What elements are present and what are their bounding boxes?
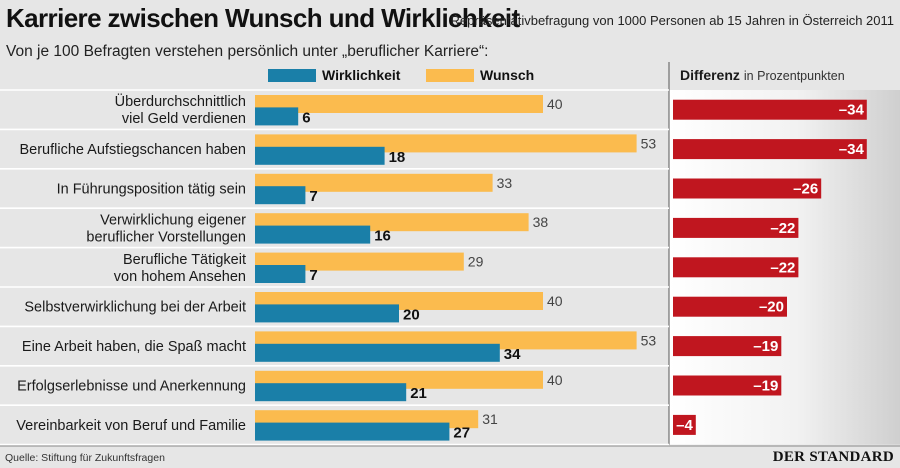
legend-swatch-reality [268, 69, 316, 82]
reality-value-label: 18 [389, 149, 406, 166]
wish-value-label: 53 [641, 332, 657, 348]
difference-bar [673, 178, 822, 199]
difference-value-label: –34 [839, 141, 865, 158]
reality-bar [255, 186, 306, 205]
wish-value-label: 31 [482, 411, 498, 427]
category-label-line: Erfolgserlebnisse und Anerkennung [17, 379, 246, 395]
category-label-line: Berufliche Tätigkeit [123, 252, 246, 268]
category-label-line: Vereinbarkeit von Beruf und Familie [16, 418, 246, 434]
difference-value-label: –19 [753, 338, 778, 355]
difference-bar [673, 217, 799, 238]
difference-value-label: –4 [676, 417, 693, 434]
survey-question: Von je 100 Befragten verstehen persönlic… [6, 43, 489, 60]
difference-value-label: –19 [753, 378, 778, 395]
wish-value-label: 53 [641, 135, 657, 151]
difference-bar [673, 257, 799, 278]
reality-value-label: 16 [374, 228, 391, 245]
category-label-line: viel Geld verdienen [122, 111, 246, 127]
category-label-line: beruflicher Vorstellungen [86, 229, 246, 245]
category-label: Eine Arbeit haben, die Spaß macht [22, 339, 246, 355]
wish-value-label: 40 [547, 96, 563, 112]
wish-value-label: 33 [497, 175, 513, 191]
category-label-line: Eine Arbeit haben, die Spaß macht [22, 339, 246, 355]
difference-bar [673, 139, 867, 160]
difference-value-label: –22 [770, 259, 795, 276]
category-label-line: von hohem Ansehen [114, 269, 246, 285]
reality-bar [255, 146, 385, 165]
reality-bar [255, 422, 450, 441]
category-label: Erfolgserlebnisse und Anerkennung [17, 379, 246, 395]
wish-value-label: 40 [547, 372, 563, 388]
category-label: Selbstverwirklichung bei der Arbeit [24, 300, 246, 316]
category-label: In Führungsposition tätig sein [57, 182, 246, 198]
category-label-line: Verwirklichung eigener [100, 212, 246, 228]
legend-swatch-wish [426, 69, 474, 82]
wish-bar [255, 173, 493, 192]
wish-bar [255, 252, 464, 271]
reality-value-label: 27 [453, 425, 470, 442]
reality-bar [255, 343, 500, 362]
reality-value-label: 7 [309, 267, 317, 284]
category-label-line: Berufliche Aufstiegschancen haben [19, 142, 246, 158]
reality-value-label: 20 [403, 306, 420, 323]
reality-bar [255, 265, 306, 283]
chart-title: Karriere zwischen Wunsch und Wirklichkei… [6, 3, 520, 33]
difference-bar [673, 414, 696, 435]
legend-label-wish: Wunsch [480, 67, 535, 83]
reality-value-label: 21 [410, 385, 427, 402]
reality-value-label: 6 [302, 109, 310, 126]
difference-value-label: –26 [793, 181, 818, 198]
wish-value-label: 38 [533, 214, 549, 230]
wish-value-label: 29 [468, 254, 484, 270]
chart-subtitle: Repräsentativbefragung von 1000 Personen… [450, 13, 895, 28]
reality-bar [255, 383, 407, 402]
difference-value-label: –22 [770, 220, 795, 237]
wish-value-label: 40 [547, 293, 563, 309]
difference-bar [673, 336, 782, 357]
category-label: Berufliche Aufstiegschancen haben [19, 142, 246, 158]
category-label: Vereinbarkeit von Beruf und Familie [16, 418, 246, 434]
legend-label-reality: Wirklichkeit [322, 67, 401, 83]
difference-bar [673, 99, 867, 120]
reality-value-label: 34 [504, 346, 521, 363]
difference-value-label: –34 [839, 102, 865, 119]
category-label: Überdurchschnittlich viel Geld verdienen [115, 92, 246, 127]
reality-bar [255, 107, 299, 126]
difference-header-label: Differenz [680, 67, 740, 83]
publisher-logo: DER STANDARD [772, 449, 894, 465]
category-label: Verwirklichung eigener beruflicher Vorste… [86, 212, 246, 245]
difference-value-label: –20 [759, 299, 784, 316]
source-note: Quelle: Stiftung für Zukunftsfragen [5, 452, 165, 464]
difference-bar [673, 375, 782, 396]
difference-header-unit: in Prozentpunkten [743, 69, 845, 83]
category-label: Berufliche Tätigkeit von hohem Ansehen [114, 252, 246, 285]
difference-header: Differenz in Prozentpunkten [680, 67, 845, 83]
difference-bar [673, 296, 787, 317]
category-label-line: Überdurchschnittlich [115, 92, 246, 110]
reality-value-label: 7 [309, 188, 317, 205]
wish-bar [255, 95, 543, 113]
reality-bar [255, 225, 371, 244]
category-label-line: In Führungsposition tätig sein [57, 182, 246, 198]
reality-bar [255, 304, 399, 323]
category-label-line: Selbstverwirklichung bei der Arbeit [24, 300, 246, 316]
